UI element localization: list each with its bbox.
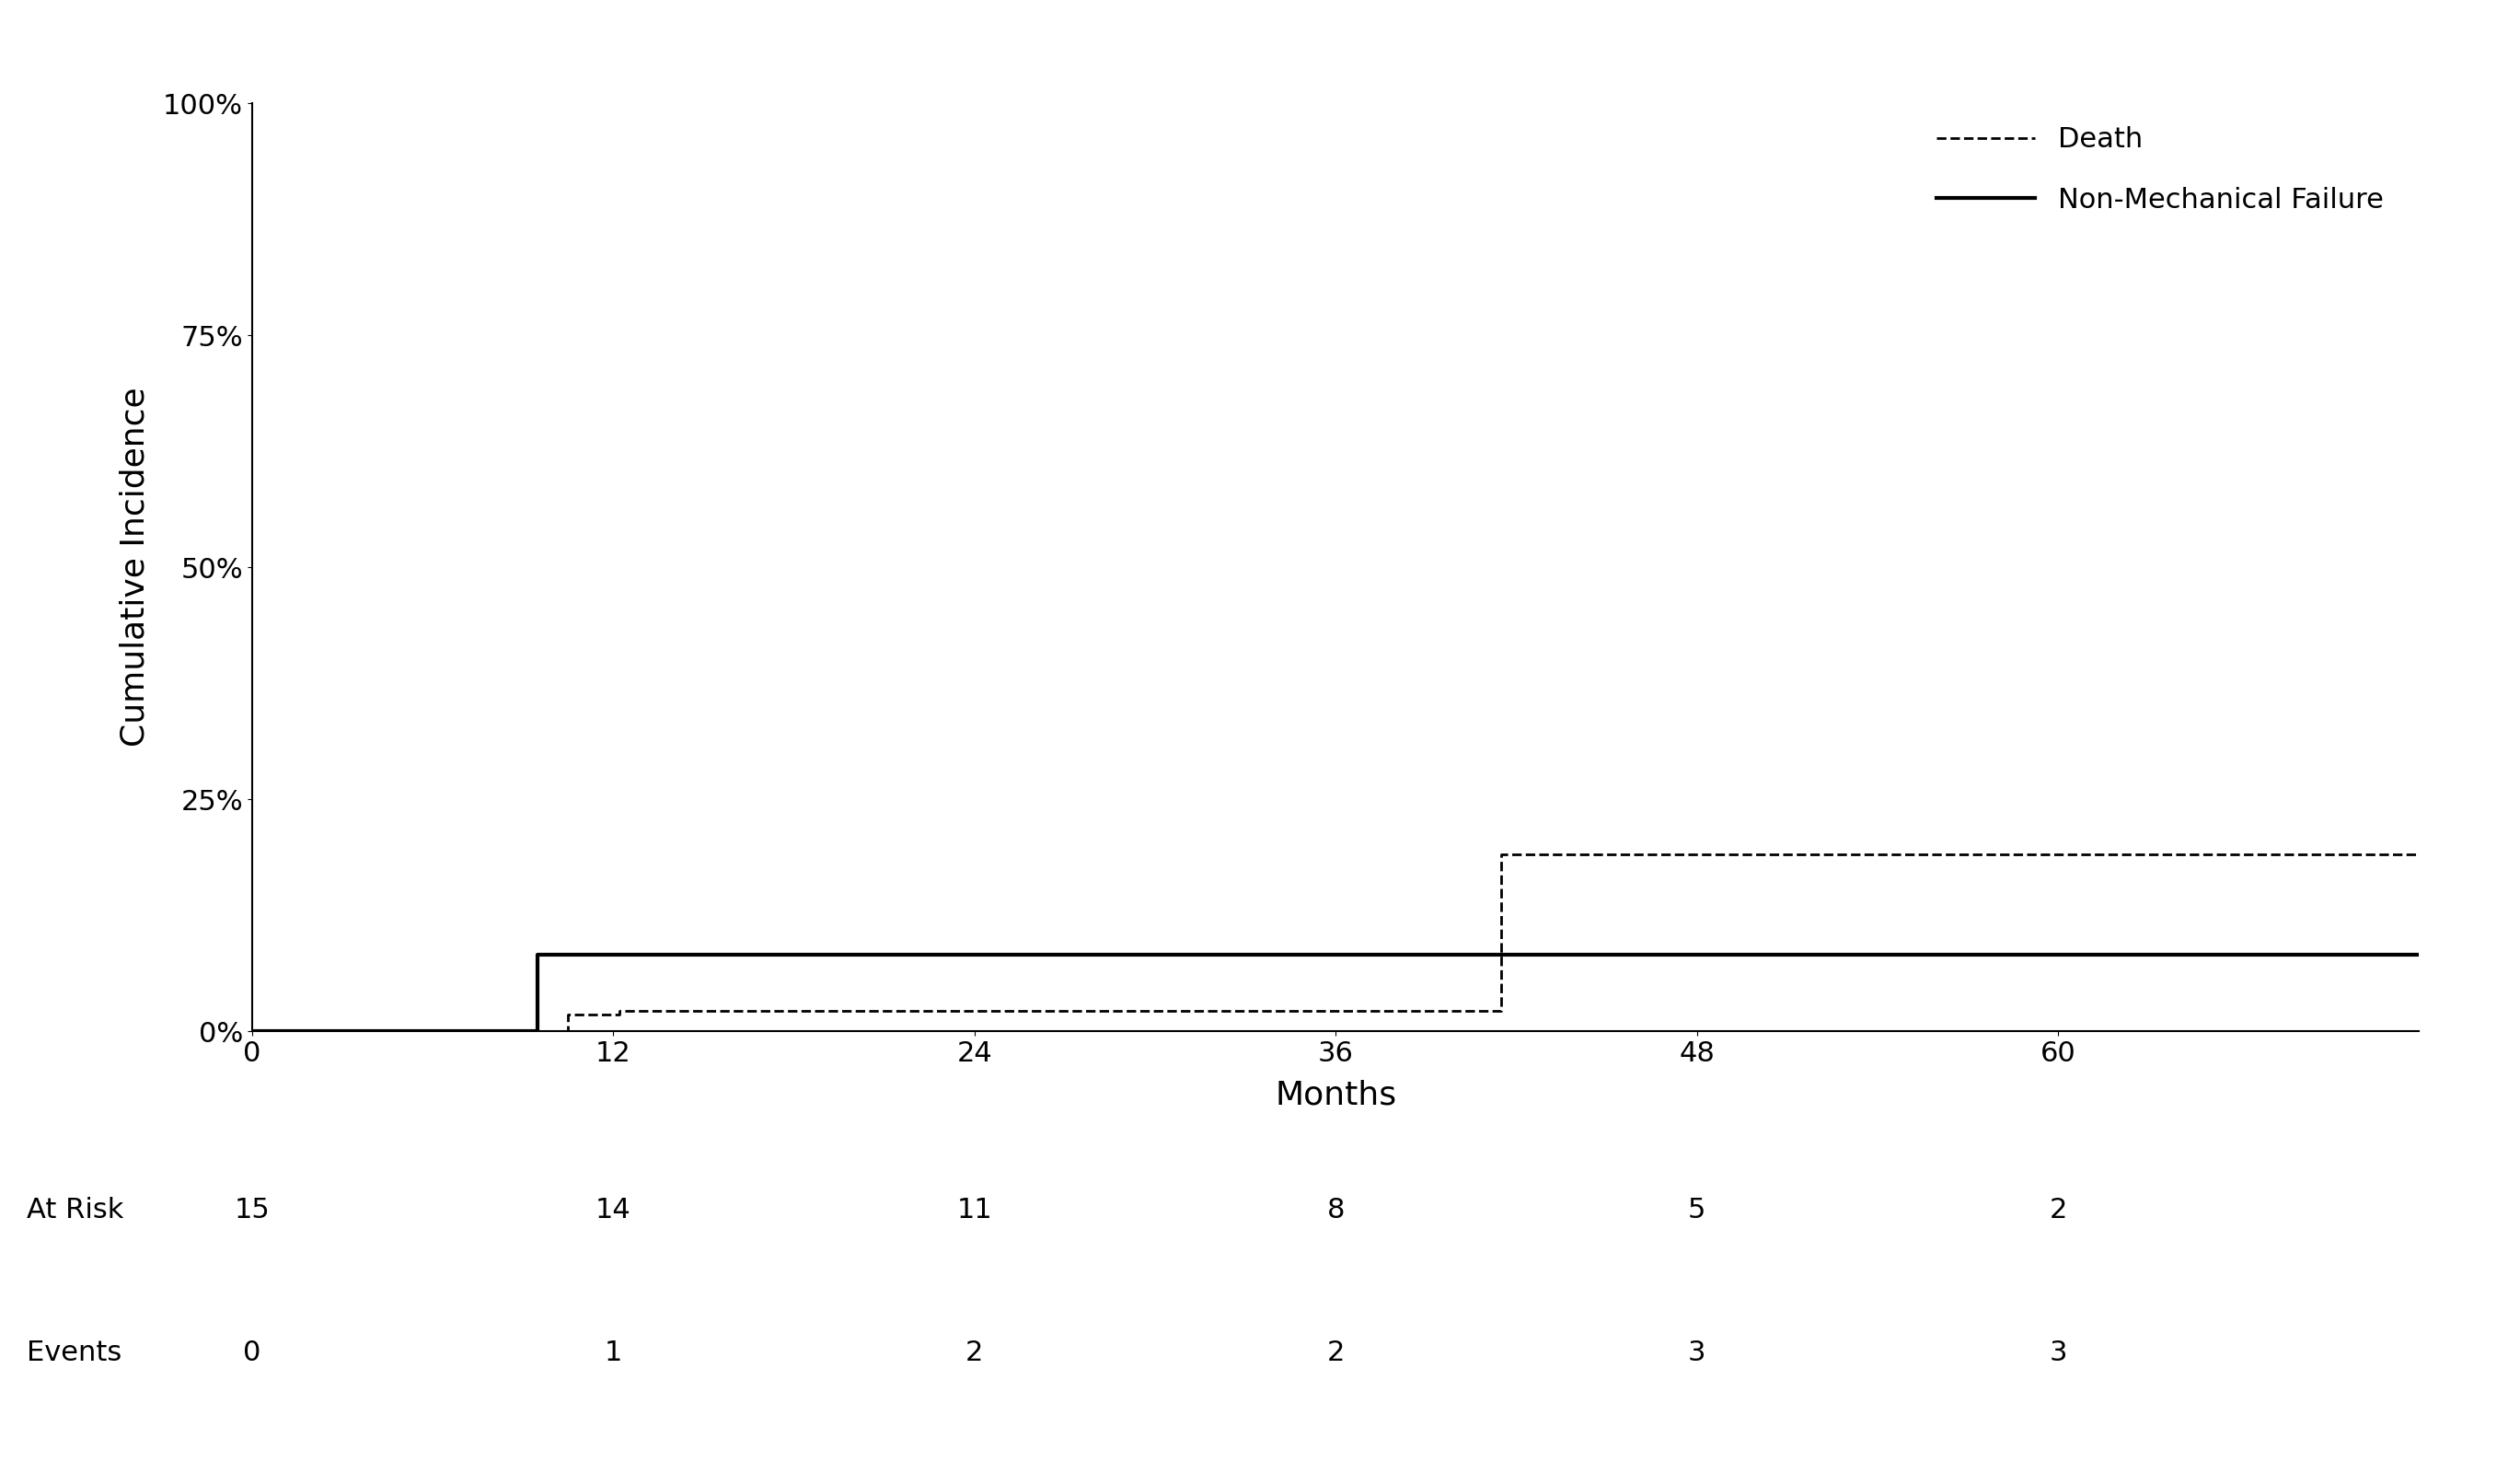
- Death: [605, 1006, 635, 1024]
- Text: 1: 1: [605, 1339, 622, 1365]
- Non-Mechanical Failure: [522, 1022, 552, 1040]
- Y-axis label: Cumulative Incidence: Cumulative Incidence: [118, 387, 151, 747]
- Death: [2404, 846, 2434, 863]
- Text: At Risk: At Risk: [25, 1198, 123, 1224]
- Text: 15: 15: [234, 1198, 270, 1224]
- Death: [605, 1002, 635, 1019]
- Death: [552, 1006, 582, 1024]
- Non-Mechanical Failure: [2404, 946, 2434, 963]
- Legend: Death, Non-Mechanical Failure: Death, Non-Mechanical Failure: [1938, 127, 2384, 214]
- Text: 2: 2: [2049, 1198, 2066, 1224]
- Non-Mechanical Failure: [522, 946, 552, 963]
- Text: Events: Events: [25, 1339, 121, 1365]
- Line: Non-Mechanical Failure: Non-Mechanical Failure: [252, 955, 2419, 1031]
- Text: 2: 2: [1326, 1339, 1346, 1365]
- Text: 8: 8: [1326, 1198, 1346, 1224]
- Text: 3: 3: [1688, 1339, 1706, 1365]
- Text: 0: 0: [242, 1339, 262, 1365]
- Text: 5: 5: [1688, 1198, 1706, 1224]
- Death: [1487, 846, 1517, 863]
- Death: [237, 1022, 267, 1040]
- X-axis label: Months: Months: [1275, 1080, 1396, 1111]
- Text: 14: 14: [595, 1198, 630, 1224]
- Text: 3: 3: [2049, 1339, 2066, 1365]
- Text: 2: 2: [965, 1339, 983, 1365]
- Death: [552, 1022, 582, 1040]
- Text: 11: 11: [958, 1198, 993, 1224]
- Non-Mechanical Failure: [237, 1022, 267, 1040]
- Line: Death: Death: [252, 854, 2419, 1031]
- Death: [1487, 1002, 1517, 1019]
